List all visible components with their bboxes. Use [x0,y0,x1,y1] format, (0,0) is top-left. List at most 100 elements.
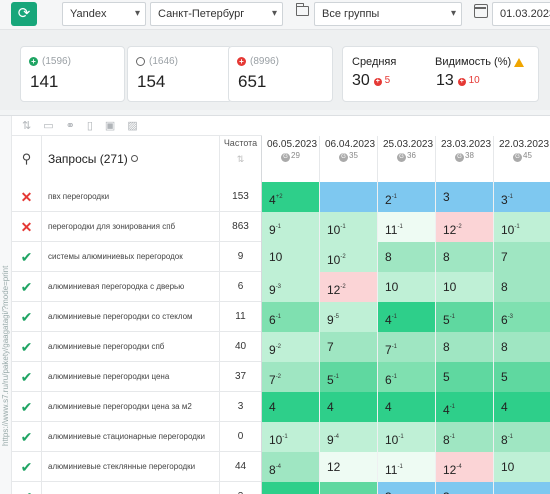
query-text[interactable]: пвх перегородки [42,182,220,212]
query-text[interactable]: алюминиевые стеклянные перегородки [42,452,220,482]
position-cell[interactable]: 8 [436,332,494,362]
position-cell[interactable]: 3 [378,482,436,494]
cross-icon[interactable]: ✕ [12,212,42,242]
position-cell[interactable]: 12 [320,452,378,482]
table-row[interactable]: ✔ алюминиевые перегородки со стеклом 11 6-1… [12,302,550,332]
date-column-header[interactable]: 25.03.2023 G 36 [378,136,436,182]
query-text[interactable]: алюминиевые перегородки спб [42,332,220,362]
position-cell[interactable]: 4 [320,392,378,422]
position-cell[interactable]: 4 [262,392,320,422]
query-text[interactable]: системы алюминиевых перегородок [42,242,220,272]
position-cell[interactable]: 10-1 [320,212,378,242]
delete-icon[interactable]: ▯ [86,120,93,132]
checkmark-icon[interactable]: ✔ [12,392,42,422]
position-cell[interactable]: 8 [378,242,436,272]
table-row[interactable]: ✔изготовление алюминиевых перегородок34-… [12,482,550,494]
position-cell[interactable]: 12-2 [320,272,378,302]
position-cell[interactable]: 7 [494,242,550,272]
table-row[interactable]: ✔ алюминиевые перегородки спб 40 9-2 7 7-1 8 8 [12,332,550,362]
position-cell[interactable]: 8 [436,242,494,272]
position-cell[interactable]: 9-3 [262,272,320,302]
position-cell[interactable]: 5-1 [436,302,494,332]
position-cell[interactable]: 9-1 [262,212,320,242]
queries-header[interactable]: Запросы (271) [42,136,220,182]
date-column-header[interactable]: 22.03.2023 G 45 [494,136,550,182]
results-count-badge[interactable]: G 36 [397,151,435,162]
search-engine-select[interactable]: Yandex ▾ [62,2,146,26]
date-column-header[interactable]: 06.05.2023 G 29 [262,136,320,182]
results-count-badge[interactable]: G 29 [281,151,319,162]
table-row[interactable]: ✔ алюминиевые перегородки цена 37 7-2 5-1 6-1… [12,362,550,392]
position-cell[interactable]: 9-5 [320,302,378,332]
table-row[interactable]: ✔ алюминиевые стеклянные перегородки 44 8-4… [12,452,550,482]
table-row[interactable]: ✔ системы алюминиевых перегородок 9 10 10-2 8… [12,242,550,272]
query-text[interactable]: алюминиевые перегородки со стеклом [42,302,220,332]
position-cell[interactable]: 10 [262,242,320,272]
comment-icon[interactable]: ▭ [43,120,54,132]
position-cell[interactable]: 4-1 [436,392,494,422]
refresh-button[interactable]: ⟳ [11,2,37,26]
position-cell[interactable]: 10 [494,452,550,482]
checkmark-icon[interactable]: ✔ [12,482,42,494]
checkmark-icon[interactable]: ✔ [12,272,42,302]
checkmark-icon[interactable]: ✔ [12,362,42,392]
position-cell[interactable]: 4+2 [262,182,320,212]
position-cell[interactable]: 5-1 [320,482,378,494]
position-cell[interactable]: 8 [494,332,550,362]
position-cell[interactable]: 8 [494,272,550,302]
position-cell[interactable]: 7 [320,332,378,362]
checkmark-icon[interactable]: ✔ [12,242,42,272]
checkmark-icon[interactable]: ✔ [12,302,42,332]
query-text[interactable]: перегородки для зонирования спб [42,212,220,242]
position-cell[interactable]: 12-2 [436,212,494,242]
position-cell[interactable]: 11-1 [378,452,436,482]
position-cell[interactable]: 4-1 [378,302,436,332]
position-cell[interactable]: 6-3 [494,302,550,332]
results-count-badge[interactable]: G 45 [513,151,550,162]
stat-card-down[interactable]: + (8996) 651 [228,46,333,102]
checkmark-icon[interactable]: ✔ [12,332,42,362]
position-cell[interactable]: 5 [494,362,550,392]
position-cell[interactable]: 8-1 [436,422,494,452]
query-text[interactable]: алюминиевая перегородка с дверью [42,272,220,302]
position-cell[interactable]: 3 [436,482,494,494]
group-select[interactable]: Все группы ▾ [314,2,462,26]
stat-card-same[interactable]: (1646) 154 [127,46,232,102]
frequency-header[interactable]: Частота ⇅ [220,136,262,182]
cross-icon[interactable]: ✕ [12,182,42,212]
position-cell[interactable]: 10-1 [378,422,436,452]
position-cell[interactable]: 2-1 [378,182,436,212]
region-select[interactable]: Санкт-Петербург ▾ [150,2,283,26]
position-cell[interactable]: 6-1 [378,362,436,392]
query-text[interactable]: алюминиевые перегородки цена [42,362,220,392]
table-row[interactable]: ✔ алюминиевые стационарные перегородки 0 10… [12,422,550,452]
position-cell[interactable]: 3-1 [494,182,550,212]
position-cell[interactable]: 4-1 [262,482,320,494]
date-column-header[interactable]: 23.03.2023 G 38 [436,136,494,182]
position-cell[interactable]: 12-4 [436,452,494,482]
position-cell[interactable]: 9-4 [320,422,378,452]
position-cell[interactable] [320,182,378,212]
sort-icon[interactable]: ⇅ [22,120,32,132]
position-cell[interactable]: 10-1 [494,212,550,242]
date-input[interactable]: 01.03.2023 [492,2,550,26]
position-cell[interactable]: 7-2 [262,362,320,392]
position-cell[interactable]: 5-1 [320,362,378,392]
position-cell[interactable]: 10 [436,272,494,302]
results-count-badge[interactable]: G 35 [339,151,377,162]
table-row[interactable]: ✔ алюминиевая перегородка с дверью 6 9-3 12-… [12,272,550,302]
checkmark-icon[interactable]: ✔ [12,452,42,482]
checkmark-icon[interactable]: ✔ [12,422,42,452]
table-row[interactable]: ✕ пвх перегородки 153 4+2 2-1 3 3-1 [12,182,550,212]
query-text[interactable]: алюминиевые стационарные перегородки [42,422,220,452]
image-icon[interactable]: ▨ [127,120,138,132]
position-cell[interactable]: 10 [378,272,436,302]
search-icon[interactable] [130,155,138,162]
query-text[interactable]: алюминиевые перегородки цена за м2 [42,392,220,422]
position-cell[interactable]: 11-1 [378,212,436,242]
position-cell[interactable]: 10-2 [320,242,378,272]
position-cell[interactable]: 9-2 [262,332,320,362]
position-cell[interactable]: 7-1 [378,332,436,362]
stat-card-up[interactable]: + (1596) 141 [20,46,125,102]
position-cell[interactable]: 10-1 [262,422,320,452]
